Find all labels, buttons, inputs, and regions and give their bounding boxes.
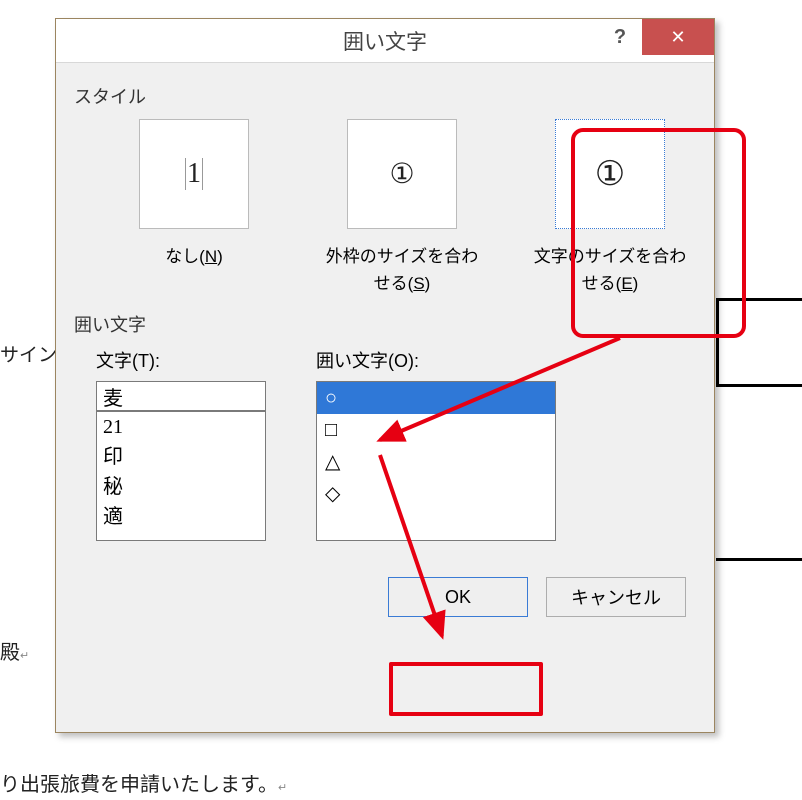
shape-item-circle[interactable]: ○ (317, 382, 555, 414)
list-item[interactable]: 秘 (97, 472, 265, 502)
shape-listbox[interactable]: ○ □ △ ◇ (316, 381, 556, 541)
cancel-button[interactable]: キャンセル (546, 577, 686, 617)
titlebar[interactable]: 囲い文字 ? ✕ (56, 19, 714, 63)
bg-border (716, 558, 802, 561)
style-option-label: 外枠のサイズを合わせる(S) (322, 243, 482, 297)
character-input[interactable] (96, 381, 266, 411)
shape-item-square[interactable]: □ (317, 414, 555, 446)
list-item[interactable]: 適 (97, 502, 265, 532)
list-item[interactable]: 印 (97, 442, 265, 472)
style-option-label: 文字のサイズを合わせる(E) (530, 243, 690, 297)
list-item[interactable]: 21 (97, 412, 265, 442)
shape-item-diamond[interactable]: ◇ (317, 478, 555, 510)
style-section-label: スタイル (74, 83, 696, 109)
bg-text-sentence: り出張旅費を申請いたします。↵ (0, 768, 287, 797)
text-column: 文字(T): 21 印 秘 適 (96, 347, 266, 541)
bg-border (716, 384, 802, 387)
text-field-label: 文字(T): (96, 347, 266, 373)
shape-field-label: 囲い文字(O): (316, 347, 556, 373)
enclose-section-label: 囲い文字 (74, 311, 696, 337)
bg-border (716, 298, 802, 301)
style-options: 1 なし(N) ① 外枠のサイズを合わせる(S) ① 文字のサイズを合わせる(E… (74, 119, 696, 297)
ok-button[interactable]: OK (388, 577, 528, 617)
bg-text-sign: サイン (0, 340, 57, 367)
shape-column: 囲い文字(O): ○ □ △ ◇ (316, 347, 556, 541)
style-option-label: なし(N) (165, 243, 223, 270)
style-option-none[interactable]: 1 なし(N) (114, 119, 274, 270)
help-button[interactable]: ? (598, 19, 642, 55)
enclose-character-dialog: 囲い文字 ? ✕ スタイル 1 なし(N) ① 外枠のサイズを合わせる(S) (55, 18, 715, 733)
close-button[interactable]: ✕ (642, 19, 714, 55)
bg-text-dono: 殿↵ (0, 636, 29, 665)
style-option-shrink-text[interactable]: ① 文字のサイズを合わせる(E) (530, 119, 690, 297)
character-listbox[interactable]: 21 印 秘 適 (96, 411, 266, 541)
shape-item-triangle[interactable]: △ (317, 446, 555, 478)
bg-border (716, 298, 719, 386)
style-option-shrink-frame[interactable]: ① 外枠のサイズを合わせる(S) (322, 119, 482, 297)
